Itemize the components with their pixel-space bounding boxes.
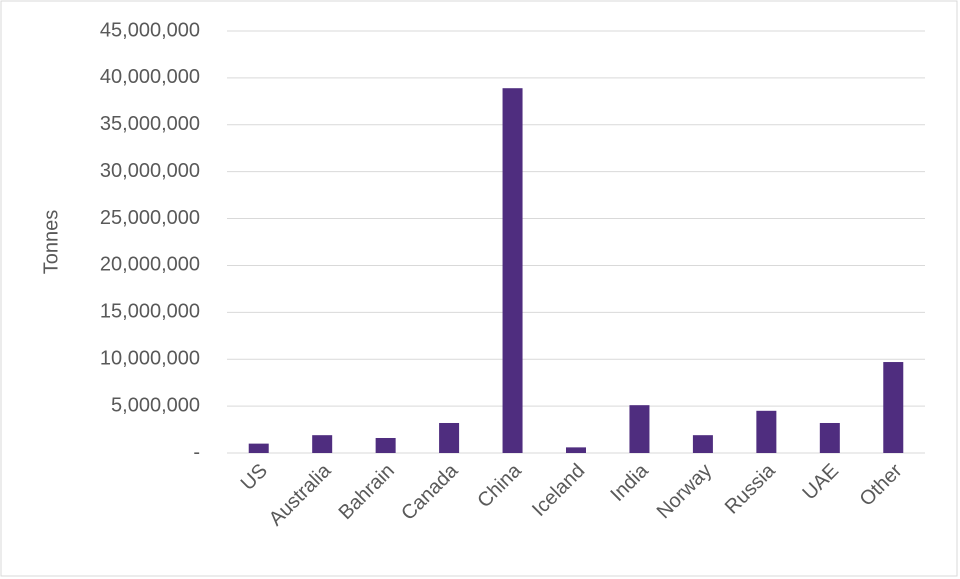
y-tick-label: - — [193, 441, 200, 463]
bar — [756, 410, 777, 453]
bar — [502, 88, 523, 454]
y-tick-label: 35,000,000 — [100, 113, 200, 135]
bar — [883, 362, 904, 453]
bar — [692, 435, 713, 453]
y-tick-label: 5,000,000 — [111, 394, 200, 416]
y-tick-label: 40,000,000 — [100, 66, 200, 88]
y-tick-label: 10,000,000 — [100, 348, 200, 370]
bar — [439, 422, 460, 453]
bar — [566, 447, 586, 453]
y-tick-label: 25,000,000 — [100, 207, 200, 229]
y-axis-label: Tonnes — [40, 210, 62, 275]
bar — [248, 443, 269, 453]
bar — [312, 435, 333, 453]
y-tick-label: 15,000,000 — [100, 301, 200, 323]
bar — [375, 437, 396, 453]
y-tick-label: 30,000,000 — [100, 160, 200, 182]
bar — [629, 405, 650, 453]
y-tick-label: 20,000,000 — [100, 254, 200, 276]
y-tick-label: 45,000,000 — [100, 19, 200, 41]
bar — [819, 422, 840, 453]
